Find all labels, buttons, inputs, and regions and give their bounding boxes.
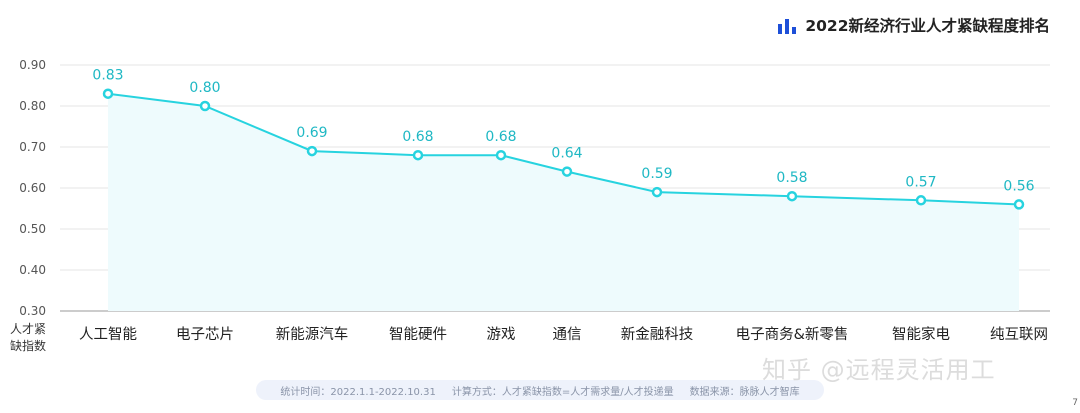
footnote-method: 计算方式：人才紧缺指数=人才需求量/人才投递量 bbox=[451, 386, 674, 398]
x-tick-label: 电子商务&新零售 bbox=[736, 326, 849, 343]
footnote-source: 数据来源：脉脉人才智库 bbox=[689, 386, 800, 398]
y-axis-label: 人才紧缺指数 bbox=[9, 322, 46, 353]
series-line bbox=[107, 92, 1020, 206]
data-label: 0.69 bbox=[296, 125, 327, 141]
data-label: 0.57 bbox=[905, 174, 936, 190]
edge-mark: 7 bbox=[1072, 398, 1078, 408]
area-fill bbox=[108, 93, 1019, 311]
x-tick-label: 新能源汽车 bbox=[276, 326, 349, 343]
data-point bbox=[651, 186, 663, 198]
data-label: 0.83 bbox=[92, 68, 123, 84]
data-label: 0.68 bbox=[485, 129, 516, 145]
chart-title-group: 2022新经济行业人才紧缺程度排名 bbox=[777, 14, 1050, 36]
data-point bbox=[412, 149, 424, 161]
x-tick-label: 纯互联网 bbox=[990, 326, 1048, 343]
data-point bbox=[915, 195, 927, 206]
data-point bbox=[199, 100, 211, 112]
y-tick-label: 0.60 bbox=[19, 181, 46, 195]
y-tick-label: 0.30 bbox=[19, 304, 46, 318]
x-tick-label: 人工智能 bbox=[79, 326, 137, 343]
data-label: 0.64 bbox=[551, 146, 582, 162]
data-point bbox=[1013, 199, 1025, 210]
data-point bbox=[495, 149, 507, 161]
x-tick-label: 智能硬件 bbox=[389, 326, 447, 343]
data-point bbox=[306, 145, 318, 157]
data-point bbox=[561, 166, 573, 177]
chart-title: 2022新经济行业人才紧缺程度排名 bbox=[805, 17, 1050, 35]
data-label: 0.56 bbox=[1003, 178, 1034, 194]
x-tick-label: 电子芯片 bbox=[176, 326, 234, 343]
x-tick-label: 通信 bbox=[553, 326, 582, 343]
x-tick-label: 游戏 bbox=[487, 326, 516, 343]
data-label: 0.80 bbox=[189, 80, 220, 96]
data-point bbox=[786, 190, 798, 202]
data-label: 0.59 bbox=[641, 166, 672, 182]
footnote-time: 统计时间：2022.1.1-2022.10.31 bbox=[280, 386, 436, 398]
y-tick-label: 0.80 bbox=[19, 99, 46, 113]
bar-chart-icon bbox=[778, 19, 797, 34]
y-tick-label: 0.40 bbox=[19, 263, 46, 277]
x-tick-label: 智能家电 bbox=[892, 326, 950, 343]
y-tick-label: 0.70 bbox=[19, 140, 46, 154]
data-label: 0.68 bbox=[402, 129, 433, 145]
footnote-bar: 统计时间：2022.1.1-2022.10.31 计算方式：人才紧缺指数=人才需… bbox=[256, 380, 824, 400]
data-label: 0.58 bbox=[776, 170, 807, 186]
watermark: 知乎 @远程灵活用工 bbox=[762, 356, 996, 384]
y-tick-label: 0.50 bbox=[19, 222, 46, 236]
y-tick-label: 0.90 bbox=[19, 58, 46, 72]
x-tick-label: 新金融科技 bbox=[621, 326, 694, 343]
data-point bbox=[102, 88, 114, 99]
